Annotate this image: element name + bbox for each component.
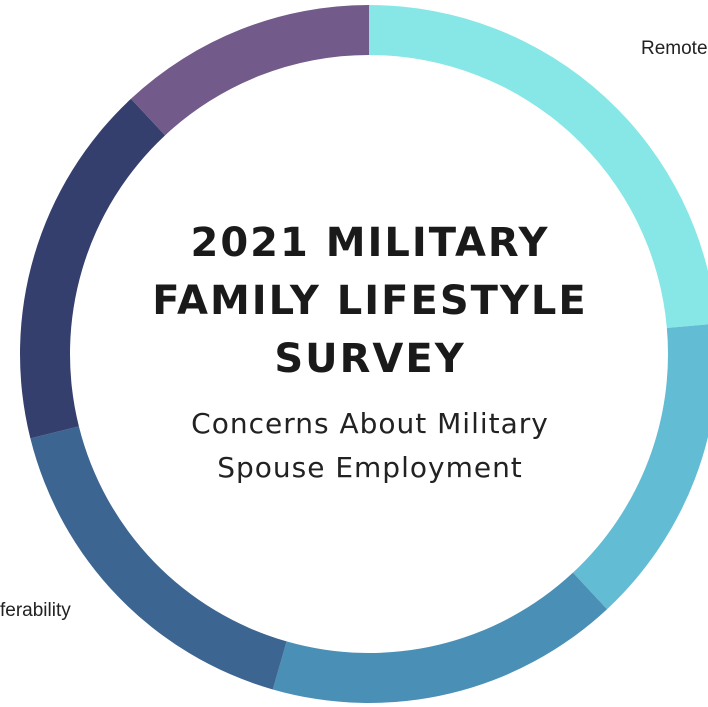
chart-title-line: SURVEY xyxy=(274,336,466,382)
chart-subtitle: Concerns About Military Spouse Employmen… xyxy=(120,402,620,490)
donut-segment-3 xyxy=(272,572,608,704)
donut-segment-1 xyxy=(369,5,708,328)
segment-label-transferability: ferability xyxy=(0,600,71,621)
chart-subtitle-line: Concerns About Military xyxy=(191,407,549,440)
chart-subtitle-line: Spouse Employment xyxy=(217,451,523,484)
donut-segment-4 xyxy=(30,426,287,690)
chart-title-line: FAMILY LIFESTYLE xyxy=(152,278,588,324)
chart-title: 2021 MILITARY FAMILY LIFESTYLE SURVEY xyxy=(120,214,620,388)
segment-label-remote: Remote xyxy=(641,38,708,59)
donut-segment-6 xyxy=(130,5,369,136)
chart-title-line: 2021 MILITARY xyxy=(190,220,550,266)
donut-segment-2 xyxy=(572,324,708,610)
donut-segment-5 xyxy=(20,98,166,439)
